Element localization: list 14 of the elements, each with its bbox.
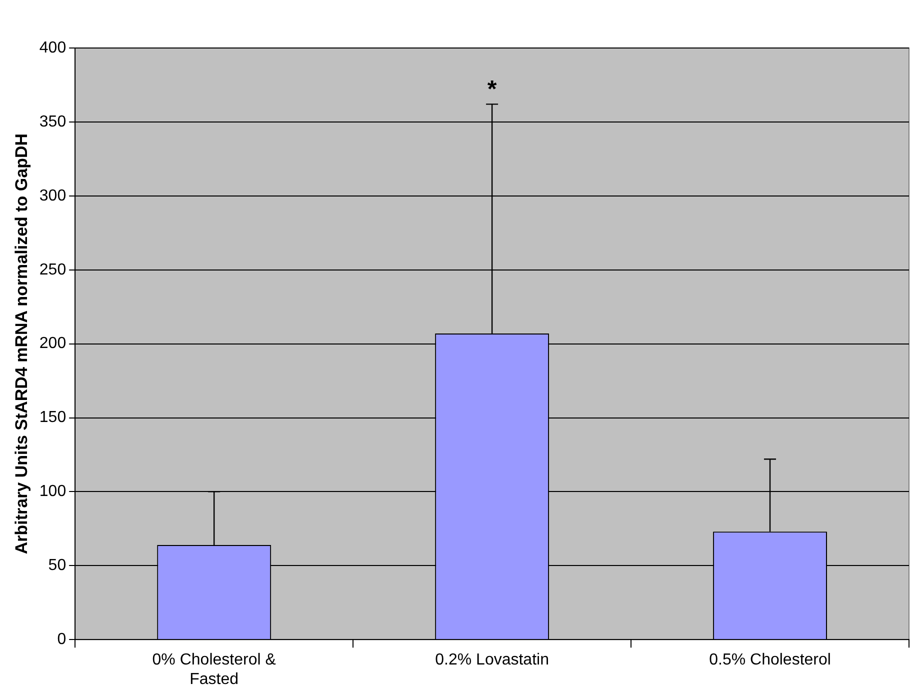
- y-tick-label: 250: [39, 261, 66, 278]
- y-tick-label: 50: [48, 557, 66, 574]
- y-tick-label: 150: [39, 409, 66, 426]
- y-tick-label: 350: [39, 113, 66, 130]
- x-tick-label: 0.5% Cholesterol: [709, 652, 831, 669]
- y-tick-label: 400: [39, 39, 66, 56]
- y-tick-label: 200: [39, 335, 66, 352]
- x-tick-label: 0% Cholesterol & Fasted: [152, 652, 276, 688]
- y-tick-label: 100: [39, 483, 66, 500]
- y-axis-title: Arbitrary Units StARD4 mRNA normalized to GapDH: [12, 133, 31, 554]
- y-tick-label: 300: [39, 187, 66, 204]
- x-tick-label: 0.2% Lovastatin: [435, 652, 549, 669]
- y-tick-label: 0: [57, 631, 66, 648]
- annotation: *: [487, 76, 498, 103]
